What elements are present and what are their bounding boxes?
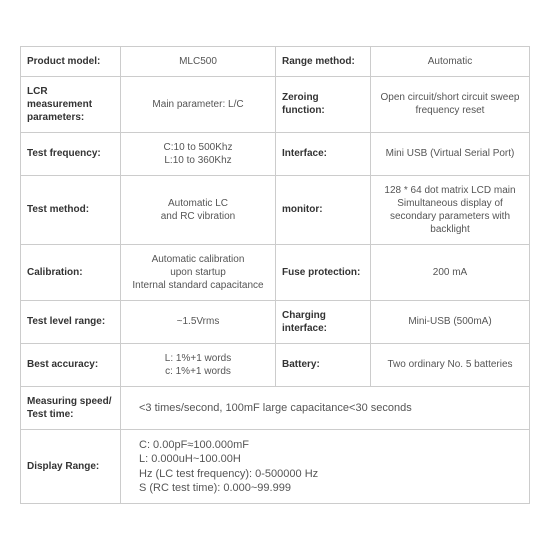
row-label-2: Fuse protection: [276, 245, 371, 300]
wide-value: C: 0.00pF≈100.000mF L: 0.000uH~100.00H H… [121, 430, 529, 503]
row-value-1: Automatic calibration upon startup Inter… [121, 245, 276, 300]
row-value-2: 200 mA [371, 245, 529, 300]
row-value-2: Mini USB (Virtual Serial Port) [371, 133, 529, 175]
row-label-1: Test method: [21, 176, 121, 244]
row-label-2: monitor: [276, 176, 371, 244]
row-value-1: L: 1%+1 words c: 1%+1 words [121, 344, 276, 386]
row-label-1: LCR measurement parameters: [21, 77, 121, 132]
wide-label: Display Range: [21, 430, 121, 503]
row-value-2: Automatic [371, 47, 529, 76]
table-row: Product model: MLC500 Range method: Auto… [21, 47, 529, 77]
table-row: Best accuracy: L: 1%+1 words c: 1%+1 wor… [21, 344, 529, 387]
row-value-2: Open circuit/short circuit sweep frequen… [371, 77, 529, 132]
row-label-2: Charging interface: [276, 301, 371, 343]
row-value-2: 128 * 64 dot matrix LCD main Simultaneou… [371, 176, 529, 244]
row-label-1: Calibration: [21, 245, 121, 300]
table-row: LCR measurement parameters: Main paramet… [21, 77, 529, 133]
wide-value: <3 times/second, 100mF large capacitance… [121, 387, 529, 429]
row-label-1: Test level range: [21, 301, 121, 343]
table-row: Calibration: Automatic calibration upon … [21, 245, 529, 301]
row-value-1: ~1.5Vrms [121, 301, 276, 343]
table-row: Test method: Automatic LC and RC vibrati… [21, 176, 529, 245]
row-value-1: C:10 to 500Khz L:10 to 360Khz [121, 133, 276, 175]
table-row: Test frequency: C:10 to 500Khz L:10 to 3… [21, 133, 529, 176]
wide-label: Measuring speed/ Test time: [21, 387, 121, 429]
row-label-1: Test frequency: [21, 133, 121, 175]
spec-table: Product model: MLC500 Range method: Auto… [20, 46, 530, 504]
row-value-2: Mini-USB (500mA) [371, 301, 529, 343]
table-row-wide: Display Range: C: 0.00pF≈100.000mF L: 0.… [21, 430, 529, 503]
row-value-1: Automatic LC and RC vibration [121, 176, 276, 244]
table-row-wide: Measuring speed/ Test time: <3 times/sec… [21, 387, 529, 430]
row-label-2: Range method: [276, 47, 371, 76]
row-label-2: Interface: [276, 133, 371, 175]
row-label-2: Zeroing function: [276, 77, 371, 132]
row-label-1: Best accuracy: [21, 344, 121, 386]
row-value-2: Two ordinary No. 5 batteries [371, 344, 529, 386]
row-label-1: Product model: [21, 47, 121, 76]
row-label-2: Battery: [276, 344, 371, 386]
row-value-1: Main parameter: L/C [121, 77, 276, 132]
row-value-1: MLC500 [121, 47, 276, 76]
table-row: Test level range: ~1.5Vrms Charging inte… [21, 301, 529, 344]
